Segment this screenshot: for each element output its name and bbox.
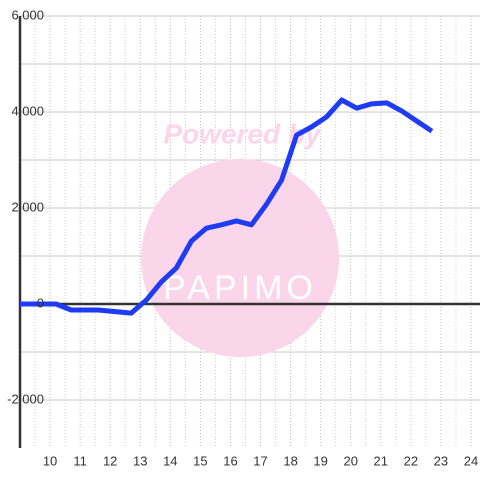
data-line xyxy=(20,97,434,316)
x-tick-label: 18 xyxy=(283,453,297,468)
watermark-logo: PAPIMO xyxy=(163,269,317,307)
y-tick-label: 2,000 xyxy=(11,199,44,214)
y-tick-label: -2,000 xyxy=(7,391,44,406)
x-tick-label: 10 xyxy=(43,453,57,468)
x-tick-label: 16 xyxy=(223,453,237,468)
x-tick-label: 17 xyxy=(253,453,267,468)
x-tick-label: 12 xyxy=(103,453,117,468)
x-tick-label: 14 xyxy=(163,453,177,468)
y-tick-label: 0 xyxy=(37,295,44,310)
watermark-circle xyxy=(141,159,339,357)
watermark: Powered by PAPIMO xyxy=(141,118,339,357)
x-tick-label: 15 xyxy=(193,453,207,468)
x-tick-label: 11 xyxy=(73,453,87,468)
x-tick-label: 21 xyxy=(374,453,388,468)
x-tick-label: 23 xyxy=(434,453,448,468)
x-tick-label: 24 xyxy=(464,453,478,468)
y-tick-label: 4,000 xyxy=(11,103,44,118)
x-tick-label: 19 xyxy=(313,453,327,468)
x-tick-label: 13 xyxy=(133,453,147,468)
x-tick-label: 22 xyxy=(404,453,418,468)
x-tick-label: 20 xyxy=(343,453,357,468)
y-tick-label: 6,000 xyxy=(11,7,44,22)
